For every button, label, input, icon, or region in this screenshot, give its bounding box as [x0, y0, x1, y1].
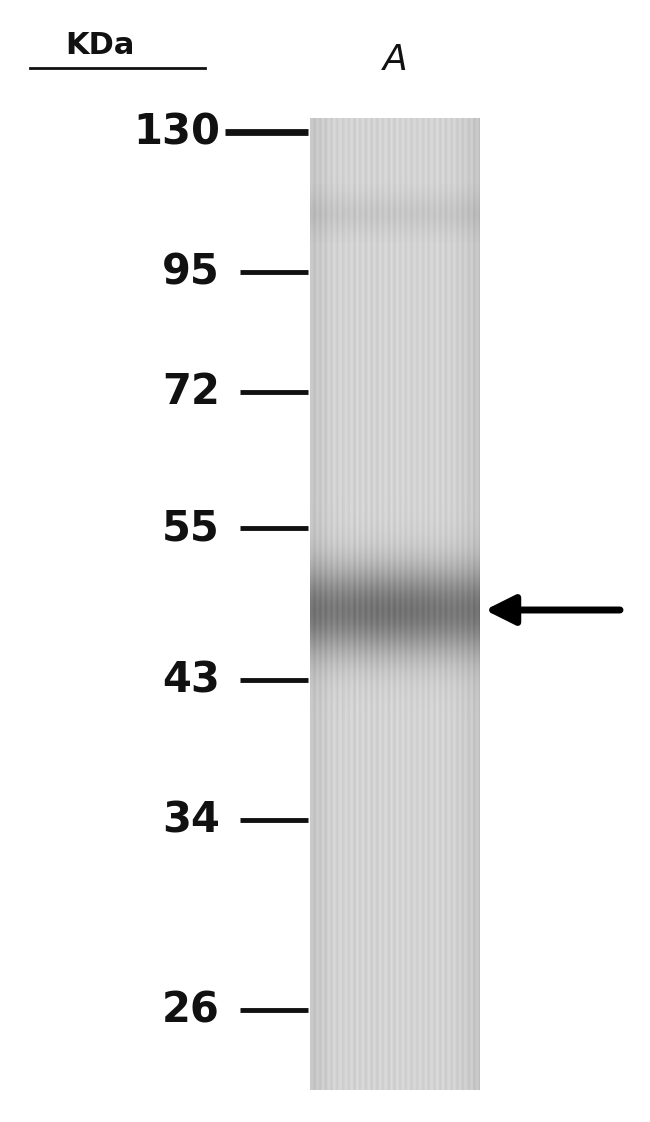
Text: 55: 55: [162, 507, 220, 549]
Text: 95: 95: [162, 251, 220, 293]
Text: 72: 72: [162, 371, 220, 413]
Text: 130: 130: [133, 111, 220, 153]
Text: A: A: [383, 43, 408, 77]
Text: 34: 34: [162, 799, 220, 842]
Text: 43: 43: [162, 659, 220, 701]
Text: 26: 26: [162, 988, 220, 1031]
Text: KDa: KDa: [65, 30, 135, 59]
